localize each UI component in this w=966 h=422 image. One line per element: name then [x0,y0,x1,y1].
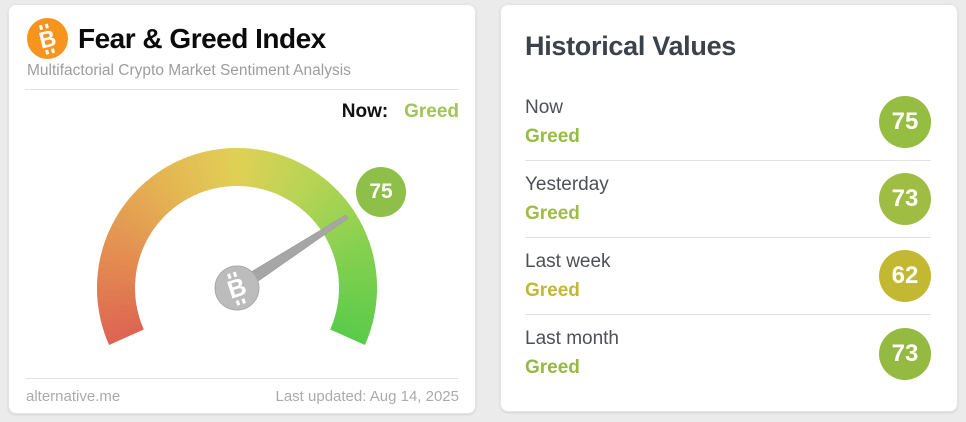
page-title: Fear & Greed Index [78,22,326,54]
history-row-sentiment: Greed [525,279,580,301]
bitcoin-glyph: B [36,24,58,53]
fear-greed-card: B Fear & Greed Index Multifactorial Cryp… [8,4,476,414]
history-row-value-badge: 62 [879,250,931,302]
gauge-value-badge: 75 [356,167,406,217]
now-label: Now: [341,101,389,122]
gauge-dial: B [97,148,377,345]
footer-last-updated: Last updated: Aug 14, 2025 [275,388,460,405]
now-sentiment: Greed [404,101,459,122]
history-row-label: Yesterday [525,173,609,195]
history-row: Last month Greed 73 [525,315,931,392]
history-row: Now Greed 75 [525,84,931,161]
footer-site-link[interactable]: alternative.me [26,388,121,405]
card-header: B Fear & Greed Index [9,5,475,59]
history-row-label: Last month [525,328,619,349]
history-row-value-badge: 73 [879,173,931,225]
now-line: Now: Greed [9,101,475,123]
bitcoin-logo-icon: B [27,18,68,59]
history-rows: Now Greed 75 Yesterday Greed 73 Last wee… [525,84,931,392]
header-divider [25,89,459,90]
gauge: B 75 [9,125,475,381]
page-subtitle: Multifactorial Crypto Market Sentiment A… [27,62,351,79]
history-row: Yesterday Greed 73 [525,161,931,238]
history-row-sentiment: Greed [525,357,580,378]
history-row-value-badge: 73 [879,327,931,380]
historical-values-title: Historical Values [525,31,737,61]
historical-values-card: Historical Values Now Greed 75 Yesterday… [500,4,958,412]
card-footer: alternative.me Last updated: Aug 14, 202… [26,378,459,405]
history-row-sentiment: Greed [525,202,580,224]
gauge-hub [214,265,260,311]
history-row-label: Last week [525,250,611,272]
history-row: Last week Greed 62 [525,238,931,315]
history-row-label: Now [525,96,564,118]
history-row-sentiment: Greed [525,125,580,147]
history-row-value-badge: 75 [879,96,931,148]
